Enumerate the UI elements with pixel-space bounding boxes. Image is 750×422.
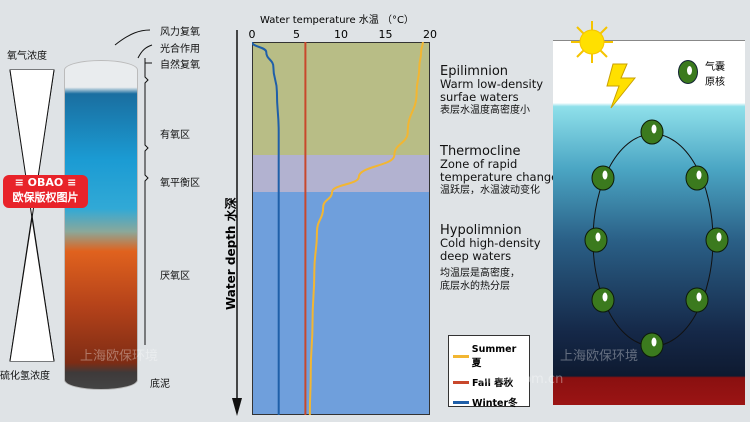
desc-line: temperature change bbox=[440, 170, 559, 184]
desc-line: Warm low-density bbox=[440, 77, 544, 91]
legend-item: Fall 春秋 bbox=[453, 375, 525, 389]
legend-prokaryote: 原核 bbox=[705, 77, 725, 88]
x-tick-label: 0 bbox=[248, 28, 256, 41]
hypolimnion-text: Hypolimnion Cold high-density deep water… bbox=[440, 224, 541, 293]
algae-cell-icon bbox=[705, 227, 729, 253]
legend-label: Fall 春秋 bbox=[472, 378, 514, 389]
zone-epilimnion bbox=[252, 42, 430, 155]
label-oxygen-balance-zone: 氧平衡区 bbox=[160, 178, 200, 189]
temperature-plot bbox=[252, 42, 430, 415]
series-line-winter bbox=[252, 42, 280, 415]
legend-label: Winter冬 bbox=[472, 398, 518, 409]
badge-text: 欧保版权图片 bbox=[12, 191, 79, 204]
legend-label: Summer夏 bbox=[471, 344, 517, 369]
x-tick-label: 20 bbox=[423, 28, 437, 41]
series-line-summer bbox=[308, 42, 424, 415]
plot-frame bbox=[252, 42, 430, 415]
watermark: 上海欧保环境 bbox=[80, 349, 159, 364]
desc-line: Zone of rapid bbox=[440, 157, 518, 171]
legend-item: Summer夏 bbox=[453, 344, 525, 369]
algae-cell-icon bbox=[591, 287, 615, 313]
thermocline-title: Thermocline bbox=[440, 144, 521, 159]
watermark: 上海欧保环境 bbox=[560, 349, 639, 364]
depth-arrow bbox=[232, 30, 242, 416]
legend-swatch bbox=[453, 400, 469, 404]
algae-cycle bbox=[584, 119, 729, 358]
epilimnion-text: Epilimnion Warm low-density surfae water… bbox=[440, 65, 543, 117]
watermark-url: obao.com.cn bbox=[480, 372, 564, 387]
desc-line: Cold high-density bbox=[440, 236, 541, 250]
algae-cell-icon bbox=[584, 227, 608, 253]
water-column bbox=[64, 60, 138, 390]
x-tick-label: 15 bbox=[378, 28, 393, 41]
label-anaerobic-zone: 厌氧区 bbox=[160, 271, 190, 282]
desc-line: surfae waters bbox=[440, 90, 519, 104]
algae-cell-icon bbox=[685, 165, 709, 191]
lightning-icon bbox=[606, 63, 637, 109]
legend-item: Winter冬 bbox=[453, 395, 525, 409]
label-aerobic-zone: 有氧区 bbox=[160, 130, 190, 141]
legend-cell-icon bbox=[678, 60, 698, 84]
label-sediment: 底泥 bbox=[150, 379, 170, 390]
zone-hypolimnion bbox=[252, 192, 430, 415]
algae-cell-icon bbox=[640, 119, 664, 145]
sun-icon bbox=[571, 21, 613, 63]
thermocline-text: Thermocline Zone of rapid temperature ch… bbox=[440, 145, 558, 197]
obao-badge: ≡ OBAO ≡ 欧保版权图片 bbox=[3, 175, 88, 208]
desc-line: 温跃层，水温波动变化 bbox=[440, 185, 540, 196]
desc-line: deep waters bbox=[440, 249, 512, 263]
concentration-hourglass bbox=[9, 69, 55, 362]
obao-logo: ≡ OBAO ≡ bbox=[14, 176, 77, 189]
algae-cell-icon bbox=[685, 287, 709, 313]
label-photosynthesis: 光合作用 bbox=[160, 44, 200, 55]
legend-swatch bbox=[453, 380, 469, 384]
oxygen-concentration-label: 氧气浓度 bbox=[7, 51, 47, 62]
epilimnion-title: Epilimnion bbox=[440, 64, 509, 79]
desc-line: 底层水的热分层 bbox=[440, 281, 510, 292]
x-tick-label: 5 bbox=[293, 28, 300, 41]
label-wind-aeration: 风力复氧 bbox=[160, 27, 200, 38]
x-tick-label: 10 bbox=[334, 28, 348, 41]
chart-title: Water temperature 水温 （°C） bbox=[260, 15, 414, 26]
chart-legend: Summer夏 Fall 春秋 Winter冬 bbox=[448, 335, 530, 409]
algae-cell-icon bbox=[640, 332, 664, 358]
zone-braces bbox=[114, 29, 153, 345]
h2s-concentration-label: 硫化氢浓度 bbox=[0, 371, 50, 382]
legend-gas-vesicle: 气囊 bbox=[705, 62, 725, 73]
label-natural-aeration: 自然复氧 bbox=[160, 60, 200, 71]
algae-cell-icon bbox=[591, 165, 615, 191]
legend-swatch bbox=[453, 355, 469, 358]
desc-line: 均温层是高密度， bbox=[440, 268, 520, 279]
desc-line: 表层水温度高密度小 bbox=[440, 105, 530, 116]
hypolimnion-title: Hypolimnion bbox=[440, 223, 522, 238]
